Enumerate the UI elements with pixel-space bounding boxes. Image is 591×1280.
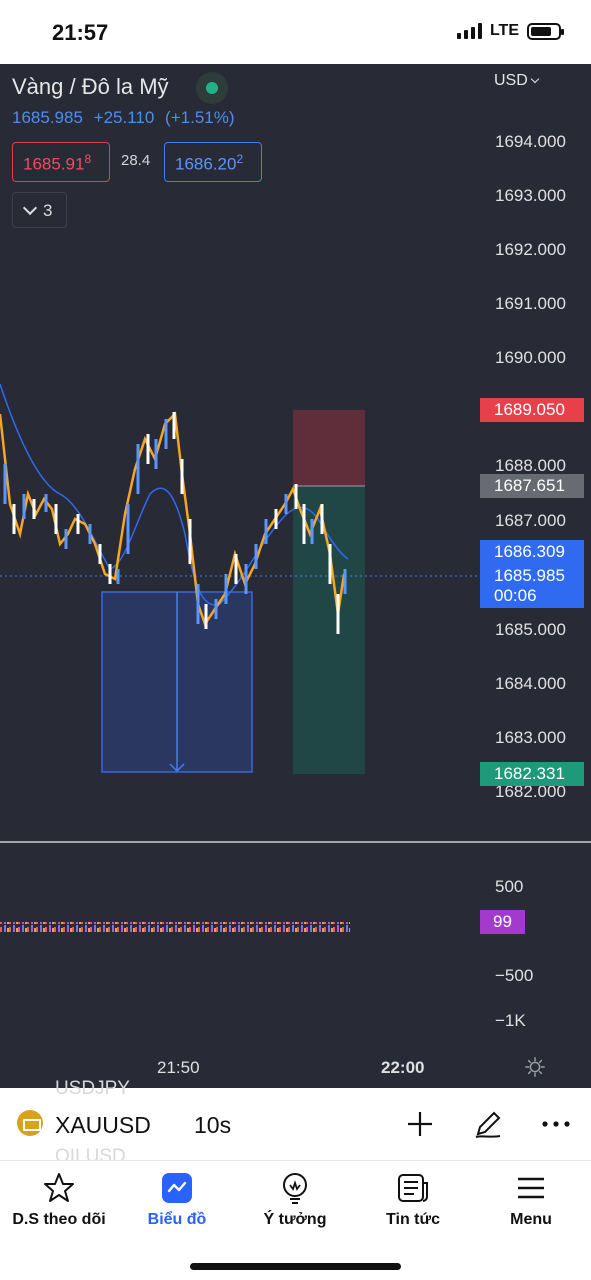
price-axis-label: 1687.000 — [495, 511, 566, 530]
previous-symbol: USDJPY — [55, 1078, 130, 1099]
status-time: 21:57 — [52, 20, 109, 45]
bar-countdown: 00:06 — [494, 586, 537, 605]
price-axis-label: 1685.000 — [495, 620, 566, 639]
price-axis-label: 1683.000 — [495, 728, 566, 747]
pen-icon[interactable] — [472, 1108, 504, 1140]
next-symbol: OILUSD — [55, 1146, 126, 1160]
price-axis-label: 1684.000 — [495, 674, 566, 693]
buy-button[interactable]: 1686.202 — [164, 142, 262, 182]
price-change: +25.110 — [93, 108, 155, 127]
battery-icon — [527, 22, 564, 40]
symbol-title[interactable]: Vàng / Đô la Mỹ — [12, 74, 169, 99]
tab-watchlist[interactable]: D.S theo dõi — [0, 1171, 118, 1229]
settings-icon[interactable] — [524, 1056, 546, 1078]
tab-ideas[interactable]: Ý tưởng — [236, 1171, 354, 1229]
indicator-count: 3 — [43, 201, 53, 220]
bid-pip: 8 — [84, 152, 92, 166]
volume-axis-label: −1K — [495, 1011, 526, 1030]
take-profit-zone — [293, 410, 365, 486]
price-axis-label: 1693.000 — [495, 186, 566, 205]
price-summary: 1685.985 +25.110 (+1.51%) — [12, 108, 241, 128]
symbol-toolbar: USDJPY XAUUSD 10s OILUSD — [0, 1078, 591, 1160]
chart-icon — [162, 1173, 192, 1203]
volume-axis-label: 500 — [495, 877, 524, 896]
chevron-down-icon — [530, 74, 540, 84]
interval-selector[interactable]: 10s — [194, 1112, 232, 1138]
last-price-tag: 1685.985 00:06 — [480, 564, 584, 608]
bid-price: 1685.91 — [23, 154, 85, 174]
price-axis-label: 1692.000 — [495, 240, 566, 259]
tab-label: Tin tức — [386, 1211, 440, 1228]
currency-select[interactable]: USD — [494, 72, 540, 90]
price-axis-label: 1688.000 — [495, 456, 566, 475]
time-axis-label: 22:00 — [381, 1058, 425, 1077]
tab-news[interactable]: Tin tức — [354, 1171, 472, 1229]
price-chart[interactable] — [0, 64, 591, 1088]
tab-chart[interactable]: Biểu đồ — [118, 1171, 236, 1229]
spread-value: 28.4 — [121, 152, 151, 169]
candles — [3, 412, 347, 634]
lightbulb-icon — [283, 1173, 307, 1204]
tab-label: D.S theo dõi — [12, 1211, 106, 1228]
volume-bars — [0, 922, 350, 932]
ask-price: 1686.20 — [175, 154, 237, 174]
tab-label: Ý tưởng — [263, 1211, 327, 1228]
network-label: LTE — [489, 22, 519, 39]
gold-symbol-icon — [17, 1110, 43, 1136]
ma-value-tag: 1686.309 — [480, 540, 584, 564]
last-price: 1685.985 — [12, 108, 83, 127]
star-icon — [44, 1173, 74, 1202]
market-open-icon[interactable] — [196, 72, 228, 104]
time-axis-label: 21:50 — [157, 1058, 200, 1077]
bottom-tab-bar: D.S theo dõi Biểu đồ Ý tưởng Tin tức — [0, 1160, 591, 1280]
more-icon[interactable] — [540, 1108, 572, 1140]
volume-axis-label: −500 — [495, 966, 534, 985]
ma-line — [0, 383, 349, 606]
tab-label: Menu — [510, 1211, 552, 1228]
tab-label: Biểu đồ — [147, 1211, 207, 1228]
ask-pip: 2 — [236, 152, 244, 166]
plus-icon[interactable] — [404, 1108, 436, 1140]
price-change-percent: (+1.51%) — [165, 108, 235, 127]
stop-loss-tag: 1682.331 — [480, 762, 584, 786]
currency-label: USD — [494, 72, 528, 89]
price-axis-label: 1690.000 — [495, 348, 566, 367]
status-indicators: LTE — [456, 22, 564, 40]
tab-menu[interactable]: Menu — [472, 1171, 590, 1229]
signal-icon — [456, 23, 482, 39]
take-profit-tag: 1689.050 — [480, 398, 584, 422]
chevron-down-icon — [22, 200, 38, 216]
entry-price-tag: 1687.651 — [480, 474, 584, 498]
menu-icon — [518, 1177, 544, 1199]
status-bar: 21:57 LTE — [0, 0, 591, 64]
home-indicator[interactable] — [190, 1263, 401, 1270]
price-axis-label: 1694.000 — [495, 132, 566, 151]
last-price-value: 1685.985 — [494, 566, 565, 585]
sell-button[interactable]: 1685.918 — [12, 142, 110, 182]
indicators-toggle-button[interactable]: 3 — [12, 192, 67, 228]
price-axis-label: 1682.000 — [495, 782, 566, 801]
volume-value-tag: 99 — [480, 910, 525, 934]
price-axis-label: 1691.000 — [495, 294, 566, 313]
chart-area[interactable]: Vàng / Đô la Mỹ 1685.985 +25.110 (+1.51%… — [0, 64, 591, 1088]
symbol-ticker[interactable]: XAUUSD — [55, 1112, 151, 1138]
news-icon — [398, 1174, 428, 1202]
